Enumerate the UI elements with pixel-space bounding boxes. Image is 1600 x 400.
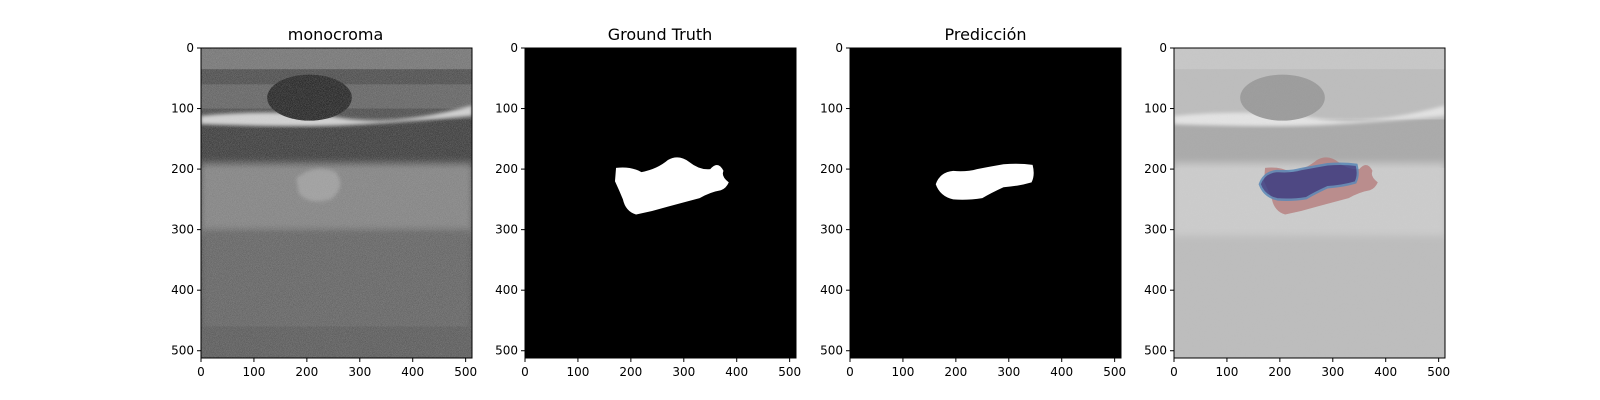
- y-tick-label: 300: [820, 223, 843, 237]
- y-tick-label: 0: [1159, 41, 1167, 55]
- axes-frame: [524, 47, 797, 359]
- x-tick-label: 0: [197, 365, 205, 379]
- prediction-mask: [850, 48, 1121, 358]
- y-tick-label: 100: [171, 102, 194, 116]
- y-axis: 0 100 200 300 400 500: [820, 41, 850, 358]
- y-tick-label: 200: [495, 162, 518, 176]
- axes-frame: [200, 47, 473, 359]
- x-tick-label: 400: [725, 365, 748, 379]
- y-tick-label: 400: [1144, 283, 1167, 297]
- x-tick-label: 200: [1268, 365, 1291, 379]
- x-tick-label: 500: [1427, 365, 1450, 379]
- x-tick-label: 500: [778, 365, 801, 379]
- x-tick-label: 100: [1215, 365, 1238, 379]
- x-axis: 0 100 200 300 400 500: [197, 358, 477, 379]
- y-tick-label: 400: [820, 283, 843, 297]
- x-tick-label: 400: [401, 365, 424, 379]
- y-tick-label: 100: [1144, 102, 1167, 116]
- x-tick-label: 400: [1374, 365, 1397, 379]
- panel-overlay: 0 100 200 300 400 500 0 100 200 300 400 500: [1144, 41, 1450, 379]
- y-axis: 0 100 200 300 400 500: [171, 41, 201, 358]
- panel-ground-truth: Ground Truth 0 100 200 300 400 500 0 100 200 300…: [495, 25, 801, 379]
- x-tick-label: 100: [566, 365, 589, 379]
- y-tick-label: 100: [495, 102, 518, 116]
- x-tick-label: 300: [1321, 365, 1344, 379]
- y-tick-label: 300: [171, 223, 194, 237]
- axes-frame: [849, 47, 1122, 359]
- x-tick-label: 300: [348, 365, 371, 379]
- y-tick-label: 400: [171, 283, 194, 297]
- x-tick-label: 300: [997, 365, 1020, 379]
- x-tick-label: 0: [521, 365, 529, 379]
- x-tick-label: 200: [619, 365, 642, 379]
- y-tick-label: 100: [820, 102, 843, 116]
- panel-title: Ground Truth: [608, 25, 713, 44]
- x-tick-label: 200: [944, 365, 967, 379]
- y-tick-label: 300: [1144, 223, 1167, 237]
- ground-truth-mask: [525, 48, 796, 358]
- y-tick-label: 200: [171, 162, 194, 176]
- prediction-region: [935, 163, 1034, 200]
- x-tick-label: 500: [454, 365, 477, 379]
- x-axis: 0 100 200 300 400 500: [521, 358, 801, 379]
- x-axis: 0 100 200 300 400 500: [846, 358, 1126, 379]
- overlay-prediction-region: [1258, 162, 1359, 201]
- panel-monocroma: monocroma 0 100 200 300 400 500 0 100 200 300 400…: [171, 25, 477, 379]
- x-tick-label: 100: [242, 365, 265, 379]
- y-tick-label: 0: [510, 41, 518, 55]
- y-tick-label: 500: [820, 344, 843, 358]
- y-tick-label: 200: [1144, 162, 1167, 176]
- y-tick-label: 500: [1144, 344, 1167, 358]
- y-tick-label: 200: [820, 162, 843, 176]
- y-tick-label: 400: [495, 283, 518, 297]
- x-axis: 0 100 200 300 400 500: [1170, 358, 1450, 379]
- x-tick-label: 400: [1050, 365, 1073, 379]
- x-tick-label: 0: [846, 365, 854, 379]
- y-tick-label: 300: [495, 223, 518, 237]
- ground-truth-region: [614, 157, 729, 215]
- ultrasound-image: [201, 48, 472, 358]
- x-tick-label: 0: [1170, 365, 1178, 379]
- y-tick-label: 0: [186, 41, 194, 55]
- mask-background: [850, 48, 1121, 358]
- y-tick-label: 0: [835, 41, 843, 55]
- x-tick-label: 100: [891, 365, 914, 379]
- y-axis: 0 100 200 300 400 500: [495, 41, 525, 358]
- x-tick-label: 500: [1103, 365, 1126, 379]
- x-tick-label: 300: [672, 365, 695, 379]
- panel-title: monocroma: [288, 25, 384, 44]
- axes-frame: [1173, 47, 1446, 359]
- x-tick-label: 200: [295, 365, 318, 379]
- y-tick-label: 500: [495, 344, 518, 358]
- y-tick-label: 500: [171, 344, 194, 358]
- panel-prediction: Predicción 0 100 200 300 400 500 0 100 200 300 40…: [820, 25, 1126, 379]
- y-axis: 0 100 200 300 400 500: [1144, 41, 1174, 358]
- overlay-image: [1174, 48, 1445, 358]
- panel-title: Predicción: [944, 25, 1026, 44]
